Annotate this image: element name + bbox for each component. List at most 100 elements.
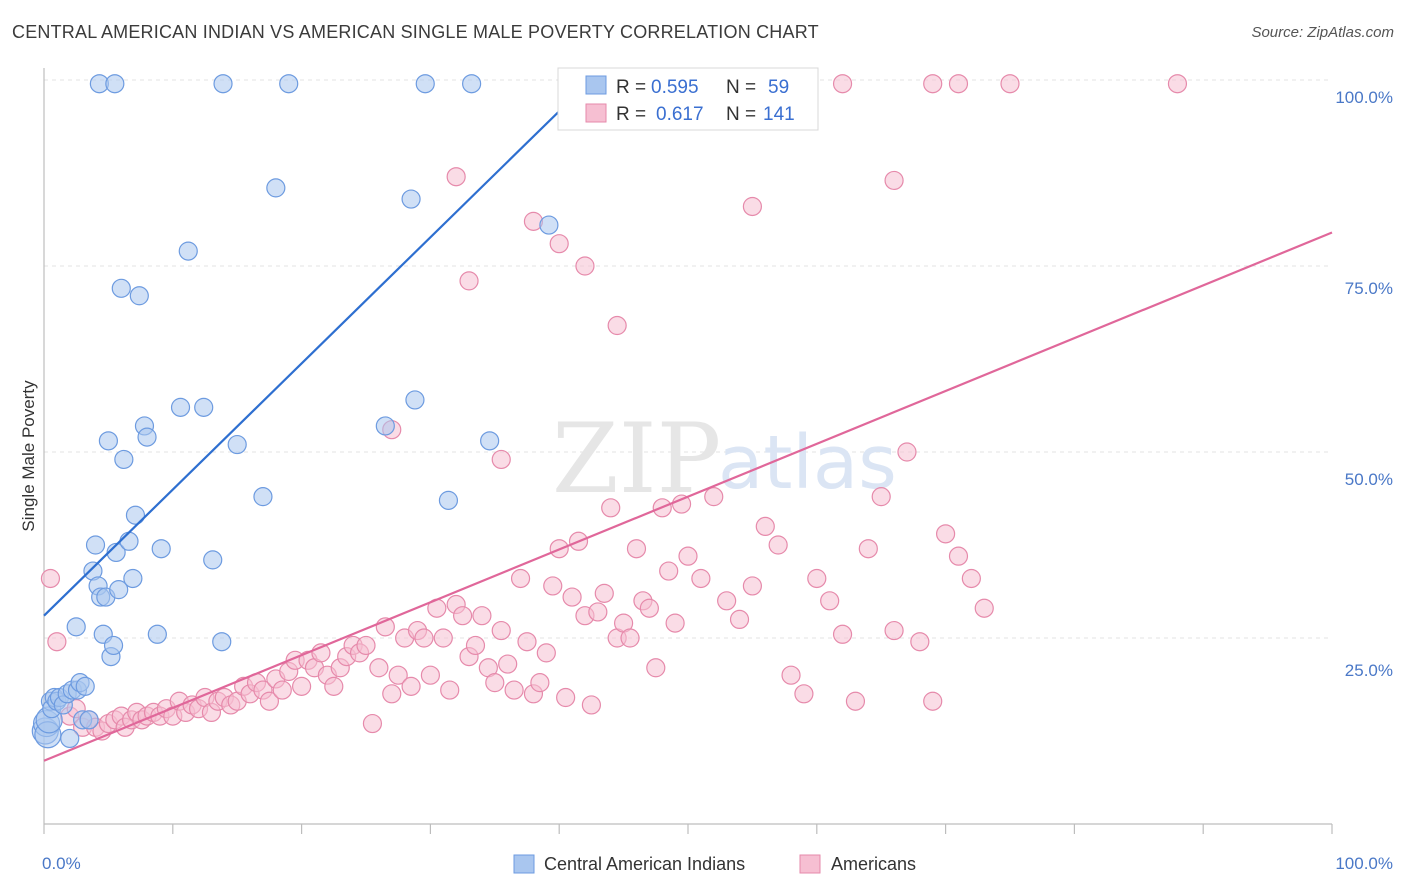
americans-point xyxy=(1000,74,1020,94)
americans-point xyxy=(923,691,943,711)
trendline-americans xyxy=(43,231,1333,762)
central-american-indians-point xyxy=(462,74,482,94)
americans-point xyxy=(897,442,917,462)
y-tick-75: 75.0% xyxy=(1345,279,1393,298)
americans-point xyxy=(858,539,878,559)
central-american-indians-point xyxy=(129,286,149,306)
americans-point xyxy=(47,632,67,652)
bottom-legend-swatch-pink xyxy=(799,854,821,874)
x-tick-100: 100.0% xyxy=(1335,854,1393,873)
americans-point xyxy=(556,687,576,708)
central-american-indians-point xyxy=(194,397,214,417)
watermark-atlas: atlas xyxy=(718,420,897,506)
americans-point xyxy=(678,546,698,566)
americans-point xyxy=(575,256,595,276)
americans-point xyxy=(755,516,775,537)
americans-point xyxy=(742,576,763,596)
americans-point xyxy=(665,613,685,633)
americans-point xyxy=(272,680,292,700)
americans-point xyxy=(485,673,505,693)
americans-point xyxy=(794,684,814,704)
americans-point xyxy=(472,606,492,626)
americans-point xyxy=(562,587,582,607)
americans-point xyxy=(601,498,621,518)
central-american-indians-point xyxy=(480,431,500,451)
americans-point xyxy=(832,624,853,644)
americans-point xyxy=(729,609,750,630)
central-american-indians-point xyxy=(85,535,106,555)
americans-point xyxy=(948,546,969,566)
americans-point xyxy=(459,271,479,291)
central-american-indians-point xyxy=(98,431,119,451)
americans-point xyxy=(356,635,376,656)
series-central-american-indians xyxy=(31,74,559,749)
americans-point xyxy=(646,658,666,678)
americans-point xyxy=(910,632,930,652)
americans-point xyxy=(543,576,563,596)
legend-r-label-1: R = xyxy=(616,77,646,98)
americans-point xyxy=(626,539,647,559)
central-american-indians-point xyxy=(253,487,273,507)
bottom-legend-label-pink: Americans xyxy=(831,854,916,874)
americans-point xyxy=(369,658,389,678)
x-tick-0: 0.0% xyxy=(42,854,81,873)
legend-n-value-2: 141 xyxy=(763,104,795,125)
americans-point xyxy=(530,673,550,693)
central-american-indians-point xyxy=(438,490,459,510)
americans-point xyxy=(446,167,466,187)
y-tick-25: 25.0% xyxy=(1345,661,1393,680)
americans-point xyxy=(292,676,312,696)
central-american-indians-point xyxy=(119,531,139,551)
central-american-indians-point xyxy=(66,617,86,637)
americans-point xyxy=(433,628,453,648)
legend-n-value-1: 59 xyxy=(768,77,789,98)
americans-point xyxy=(607,315,627,336)
legend-r-value-1: 0.595 xyxy=(651,77,699,98)
legend-swatch-pink xyxy=(585,103,607,123)
chart-title: CENTRAL AMERICAN INDIAN VS AMERICAN SING… xyxy=(12,22,819,42)
americans-point xyxy=(382,684,402,704)
series-americans xyxy=(40,74,1188,741)
americans-point xyxy=(807,568,827,589)
central-american-indians-point xyxy=(105,74,125,94)
americans-point xyxy=(1167,74,1188,94)
americans-point xyxy=(948,74,969,94)
bottom-legend-swatch-blue xyxy=(513,854,535,874)
watermark-zip: ZIP xyxy=(552,403,721,515)
americans-point xyxy=(961,568,981,589)
central-american-indians-point xyxy=(137,427,157,447)
americans-point xyxy=(259,691,279,711)
central-american-indians-point xyxy=(123,568,143,589)
americans-point xyxy=(639,598,659,618)
legend-r-label-2: R = xyxy=(616,104,646,125)
central-american-indians-point xyxy=(109,580,129,600)
americans-point xyxy=(742,196,763,217)
trendline-central-american-indians xyxy=(43,97,573,617)
americans-point xyxy=(620,628,640,648)
central-american-indians-point xyxy=(151,539,171,559)
central-american-indians-point xyxy=(539,215,559,235)
americans-point xyxy=(588,602,608,622)
legend-n-label-2: N = xyxy=(726,104,756,125)
bottom-legend-label-blue: Central American Indians xyxy=(544,854,745,874)
central-american-indians-point xyxy=(279,74,299,94)
americans-point xyxy=(401,676,421,696)
central-american-indians-point xyxy=(114,449,134,470)
americans-point xyxy=(536,643,556,663)
americans-point xyxy=(581,695,602,715)
americans-point xyxy=(974,598,994,618)
legend-n-label-1: N = xyxy=(726,77,756,98)
americans-point xyxy=(465,635,486,656)
americans-point xyxy=(324,676,344,696)
americans-point xyxy=(440,680,460,700)
y-axis-label: Single Male Poverty xyxy=(19,380,38,532)
legend-r-value-2: 0.617 xyxy=(656,104,704,125)
americans-point xyxy=(594,583,614,603)
central-american-indians-point xyxy=(111,278,131,298)
americans-point xyxy=(362,713,383,734)
americans-point xyxy=(414,628,434,648)
central-american-indians-point xyxy=(103,635,124,656)
watermark: ZIP atlas xyxy=(552,403,897,515)
